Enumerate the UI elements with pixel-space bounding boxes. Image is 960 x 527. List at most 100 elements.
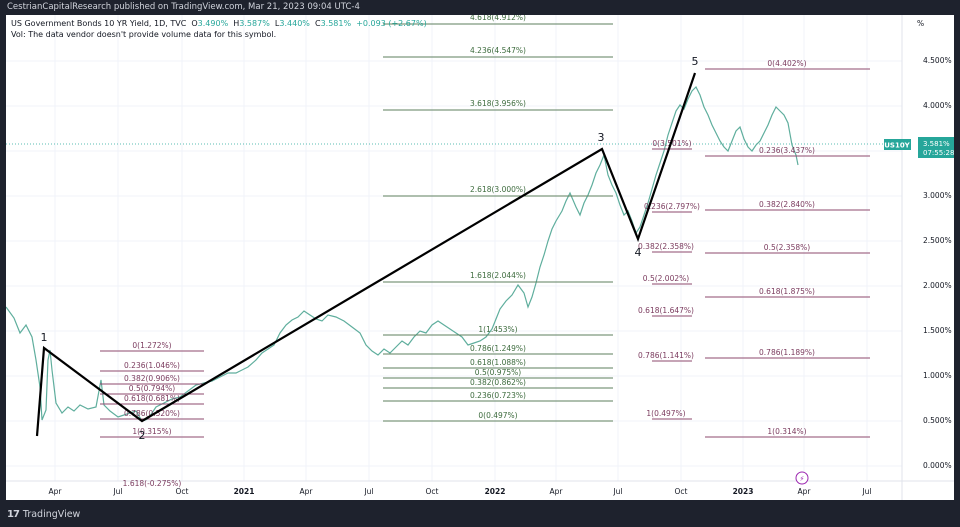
fib-labels-wave5: 0(4.402%) 0.236(3.437%) 0.382(2.840%) 0.… bbox=[759, 59, 815, 436]
low-value: 3.440% bbox=[279, 19, 310, 28]
publish-header: CestrianCapitalResearch published on Tra… bbox=[0, 0, 960, 15]
svg-text:0.236(0.723%): 0.236(0.723%) bbox=[470, 391, 526, 400]
footer-bar: 17 TradingView bbox=[0, 500, 960, 527]
price-scale: % 4.500% 4.000% 3.000% 2.500% 2.000% 1.5… bbox=[917, 19, 952, 470]
svg-text:0.5(0.794%): 0.5(0.794%) bbox=[129, 384, 175, 393]
close-value: 3.581% bbox=[320, 19, 352, 28]
svg-text:4.236(4.547%): 4.236(4.547%) bbox=[470, 46, 526, 55]
svg-text:0.618(0.681%): 0.618(0.681%) bbox=[124, 394, 180, 403]
svg-text:0.382(0.862%): 0.382(0.862%) bbox=[470, 378, 526, 387]
svg-text:4: 4 bbox=[635, 246, 642, 259]
svg-text:0.618(1.875%): 0.618(1.875%) bbox=[759, 287, 815, 296]
svg-text:Jul: Jul bbox=[861, 487, 871, 496]
symbol-title: US Government Bonds 10 YR Yield, 1D, TVC bbox=[11, 19, 187, 28]
svg-text:0.618(1.088%): 0.618(1.088%) bbox=[470, 358, 526, 367]
svg-text:Apr: Apr bbox=[798, 487, 812, 496]
svg-text:2021: 2021 bbox=[234, 487, 255, 496]
svg-text:2022: 2022 bbox=[485, 487, 506, 496]
svg-text:0(4.402%): 0(4.402%) bbox=[767, 59, 806, 68]
svg-text:2.000%: 2.000% bbox=[923, 281, 952, 290]
svg-text:4.618(4.912%): 4.618(4.912%) bbox=[470, 15, 526, 22]
svg-text:0.786(1.249%): 0.786(1.249%) bbox=[470, 344, 526, 353]
svg-text:4.000%: 4.000% bbox=[923, 101, 952, 110]
publish-line: CestrianCapitalResearch published on Tra… bbox=[7, 2, 360, 12]
svg-text:Oct: Oct bbox=[176, 487, 189, 496]
svg-text:0(0.497%): 0(0.497%) bbox=[478, 411, 517, 420]
svg-text:0.5(2.002%): 0.5(2.002%) bbox=[643, 274, 689, 283]
svg-text:1(1.453%): 1(1.453%) bbox=[478, 325, 517, 334]
svg-text:Oct: Oct bbox=[675, 487, 688, 496]
svg-text:5: 5 bbox=[692, 55, 699, 68]
svg-text:0.786(0.520%): 0.786(0.520%) bbox=[124, 409, 180, 418]
svg-text:0.786(1.141%): 0.786(1.141%) bbox=[638, 351, 694, 360]
svg-text:US10Y: US10Y bbox=[884, 142, 910, 150]
svg-text:3: 3 bbox=[598, 131, 605, 144]
fib-set-wave2 bbox=[100, 350, 204, 438]
time-scale: Apr Jul Oct 2021 Apr Jul Oct 2022 Apr Ju… bbox=[49, 487, 872, 496]
svg-text:1.000%: 1.000% bbox=[923, 371, 952, 380]
chart-pane[interactable]: US Government Bonds 10 YR Yield, 1D, TVC… bbox=[6, 15, 954, 500]
svg-text:1(0.314%): 1(0.314%) bbox=[767, 427, 806, 436]
fib-labels-wave3: 4.618(4.912%) 4.236(4.547%) 3.618(3.956%… bbox=[470, 15, 526, 420]
last-price-badge: US10Y 3.581% 07:55:28 bbox=[884, 137, 954, 158]
svg-text:1(0.497%): 1(0.497%) bbox=[646, 409, 685, 418]
change-value: +0.093 (+2.67%) bbox=[356, 19, 427, 28]
elliott-wave-path bbox=[35, 72, 697, 437]
ohlc-line: US Government Bonds 10 YR Yield, 1D, TVC… bbox=[11, 19, 427, 28]
svg-text:2.618(3.000%): 2.618(3.000%) bbox=[470, 185, 526, 194]
svg-text:0.236(2.797%): 0.236(2.797%) bbox=[644, 202, 700, 211]
tradingview-logo[interactable]: 17 TradingView bbox=[7, 509, 80, 520]
svg-text:3.618(3.956%): 3.618(3.956%) bbox=[470, 99, 526, 108]
open-value: 3.490% bbox=[197, 19, 229, 28]
grid-lines bbox=[6, 15, 902, 481]
svg-text:1.618(2.044%): 1.618(2.044%) bbox=[470, 271, 526, 280]
svg-text:0.500%: 0.500% bbox=[923, 416, 952, 425]
svg-text:0.382(2.358%): 0.382(2.358%) bbox=[638, 242, 694, 251]
fib-labels-wave4: 0(3.501%) 0.236(2.797%) 0.382(2.358%) 0.… bbox=[638, 139, 700, 418]
price-chart-svg: 0(1.272%) 0.236(1.046%) 0.382(0.906%) 0.… bbox=[6, 15, 954, 500]
svg-text:Jul: Jul bbox=[612, 487, 622, 496]
fib-labels-wave2: 0(1.272%) 0.236(1.046%) 0.382(0.906%) 0.… bbox=[123, 341, 182, 488]
price-series bbox=[6, 85, 799, 422]
fib-set-wave4 bbox=[652, 148, 692, 420]
svg-text:Oct: Oct bbox=[426, 487, 439, 496]
svg-text:1.618(-0.275%): 1.618(-0.275%) bbox=[123, 479, 182, 488]
svg-text:0.000%: 0.000% bbox=[923, 461, 952, 470]
svg-text:0.5(0.975%): 0.5(0.975%) bbox=[475, 368, 521, 377]
symbol-legend: US Government Bonds 10 YR Yield, 1D, TVC… bbox=[11, 18, 427, 40]
svg-text:Apr: Apr bbox=[550, 487, 564, 496]
svg-text:0.5(2.358%): 0.5(2.358%) bbox=[764, 243, 810, 252]
high-value: 3.587% bbox=[239, 19, 270, 28]
svg-text:2023: 2023 bbox=[733, 487, 754, 496]
svg-text:0.382(2.840%): 0.382(2.840%) bbox=[759, 200, 815, 209]
svg-text:0.236(1.046%): 0.236(1.046%) bbox=[124, 361, 180, 370]
svg-text:2.500%: 2.500% bbox=[923, 236, 952, 245]
svg-text:%: % bbox=[917, 19, 924, 28]
svg-text:Apr: Apr bbox=[49, 487, 63, 496]
svg-text:1(0.315%): 1(0.315%) bbox=[132, 427, 171, 436]
svg-text:3.000%: 3.000% bbox=[923, 191, 952, 200]
svg-text:07:55:28: 07:55:28 bbox=[923, 149, 954, 157]
svg-text:3.581%: 3.581% bbox=[923, 140, 950, 148]
svg-text:⚡: ⚡ bbox=[800, 475, 805, 483]
fib-set-wave5 bbox=[705, 68, 870, 438]
svg-text:0(1.272%): 0(1.272%) bbox=[132, 341, 171, 350]
svg-text:Jul: Jul bbox=[363, 487, 373, 496]
svg-text:Apr: Apr bbox=[300, 487, 314, 496]
volume-note: Vol: The data vendor doesn't provide vol… bbox=[11, 30, 277, 39]
tradingview-logo-icon: 17 bbox=[7, 509, 20, 520]
svg-text:1.500%: 1.500% bbox=[923, 326, 952, 335]
lightning-event-icon: ⚡ bbox=[795, 471, 809, 485]
svg-text:0.786(1.189%): 0.786(1.189%) bbox=[759, 348, 815, 357]
svg-text:0.618(1.647%): 0.618(1.647%) bbox=[638, 306, 694, 315]
svg-text:2: 2 bbox=[139, 429, 146, 442]
svg-text:0.382(0.906%): 0.382(0.906%) bbox=[124, 374, 180, 383]
svg-text:0(3.501%): 0(3.501%) bbox=[652, 139, 691, 148]
svg-text:4.500%: 4.500% bbox=[923, 56, 952, 65]
svg-text:0.236(3.437%): 0.236(3.437%) bbox=[759, 146, 815, 155]
svg-text:Jul: Jul bbox=[112, 487, 122, 496]
tradingview-brand: TradingView bbox=[22, 509, 81, 520]
wave-labels: 1 2 3 4 5 bbox=[41, 55, 699, 442]
fib-set-wave3 bbox=[383, 23, 613, 422]
svg-text:1: 1 bbox=[41, 331, 48, 344]
